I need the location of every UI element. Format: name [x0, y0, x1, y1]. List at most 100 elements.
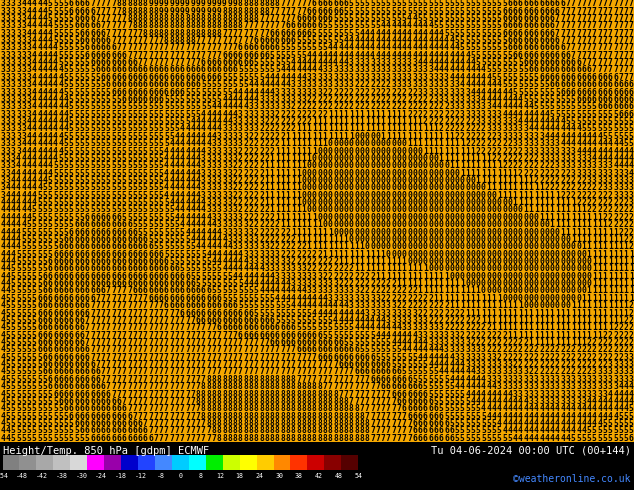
Text: 5: 5 — [206, 80, 211, 89]
Text: 5: 5 — [42, 434, 48, 443]
Text: 3: 3 — [206, 191, 211, 200]
Text: 7: 7 — [196, 345, 200, 354]
Text: 6: 6 — [158, 294, 164, 303]
Text: 5: 5 — [275, 51, 280, 60]
Text: 5: 5 — [85, 183, 89, 193]
Text: 2: 2 — [412, 95, 417, 104]
Text: 1: 1 — [597, 265, 602, 273]
Text: 3: 3 — [233, 213, 238, 222]
Text: 0: 0 — [412, 191, 417, 200]
Text: 3: 3 — [534, 132, 539, 141]
Text: 6: 6 — [534, 28, 539, 38]
Text: 2: 2 — [269, 139, 275, 148]
Text: 4: 4 — [497, 397, 501, 406]
Text: 6: 6 — [323, 14, 327, 23]
Text: 0: 0 — [344, 176, 349, 185]
Text: 3: 3 — [249, 242, 254, 251]
Text: 5: 5 — [349, 0, 354, 8]
Text: 3: 3 — [586, 375, 592, 384]
Text: 0: 0 — [481, 287, 486, 295]
Text: 5: 5 — [11, 323, 16, 332]
Text: 0: 0 — [423, 235, 428, 244]
Text: 0: 0 — [439, 235, 444, 244]
Text: 5: 5 — [27, 235, 32, 244]
Text: 4: 4 — [412, 36, 417, 45]
Text: 6: 6 — [158, 95, 164, 104]
Text: 5: 5 — [333, 14, 338, 23]
Text: 7: 7 — [243, 345, 248, 354]
Text: 6: 6 — [122, 51, 127, 60]
Text: 1: 1 — [444, 287, 449, 295]
Text: 7: 7 — [158, 368, 164, 376]
Text: 7: 7 — [122, 21, 127, 30]
Text: 5: 5 — [502, 36, 507, 45]
Text: 3: 3 — [280, 265, 285, 273]
Text: 7: 7 — [608, 36, 612, 45]
Text: 4: 4 — [27, 176, 32, 185]
Text: 6: 6 — [79, 345, 84, 354]
Text: 8: 8 — [328, 419, 333, 428]
Text: 5: 5 — [243, 66, 248, 74]
Text: 9: 9 — [206, 6, 211, 16]
Text: 7: 7 — [143, 390, 148, 398]
Text: 0: 0 — [402, 161, 406, 170]
Text: 5: 5 — [27, 323, 32, 332]
Text: 0: 0 — [476, 205, 481, 215]
Text: 7: 7 — [402, 412, 406, 421]
Text: 5: 5 — [344, 21, 349, 30]
Text: 5: 5 — [133, 139, 137, 148]
Text: 0: 0 — [370, 191, 375, 200]
Text: 7: 7 — [95, 301, 100, 310]
Text: 6: 6 — [37, 323, 42, 332]
Text: 4: 4 — [185, 213, 190, 222]
Text: 1: 1 — [328, 124, 333, 133]
Bar — [53, 455, 70, 470]
Text: 0: 0 — [434, 169, 438, 177]
Text: 5: 5 — [264, 66, 269, 74]
Text: 1: 1 — [412, 272, 417, 281]
Text: 2: 2 — [450, 309, 454, 318]
Text: 4: 4 — [534, 412, 539, 421]
Text: 3: 3 — [11, 147, 16, 155]
Text: 5: 5 — [133, 147, 137, 155]
Text: 6: 6 — [53, 257, 58, 266]
Text: 5: 5 — [106, 139, 111, 148]
Text: 6: 6 — [576, 58, 581, 67]
Text: 6: 6 — [133, 88, 137, 97]
Text: 0: 0 — [402, 227, 406, 237]
Text: 6: 6 — [169, 66, 174, 74]
Text: 1: 1 — [296, 154, 301, 163]
Text: 0: 0 — [370, 198, 375, 207]
Text: 6: 6 — [69, 382, 74, 391]
Text: 1: 1 — [545, 213, 549, 222]
Text: 1: 1 — [418, 287, 422, 295]
Text: 3: 3 — [439, 80, 444, 89]
Text: 0: 0 — [586, 272, 592, 281]
Text: 4: 4 — [37, 117, 42, 126]
Text: 6: 6 — [513, 51, 517, 60]
Text: 8: 8 — [317, 382, 322, 391]
Text: 5: 5 — [48, 242, 53, 251]
Text: 4: 4 — [539, 124, 544, 133]
Text: 2: 2 — [317, 110, 322, 119]
Text: 5: 5 — [174, 102, 179, 111]
Text: 5: 5 — [301, 44, 306, 52]
Text: 2: 2 — [592, 183, 597, 193]
Text: 8: 8 — [269, 426, 275, 436]
Text: 2: 2 — [624, 205, 628, 215]
Text: 1: 1 — [592, 294, 597, 303]
Text: 8: 8 — [307, 426, 311, 436]
Text: 1: 1 — [534, 323, 539, 332]
Text: 0: 0 — [375, 176, 380, 185]
Text: 4: 4 — [190, 235, 195, 244]
Text: 5: 5 — [481, 0, 486, 8]
Text: 2: 2 — [391, 95, 396, 104]
Text: 0: 0 — [497, 235, 501, 244]
Text: 1: 1 — [560, 213, 565, 222]
Text: 0: 0 — [460, 227, 465, 237]
Text: 5: 5 — [106, 205, 111, 215]
Text: 3: 3 — [312, 80, 317, 89]
Text: 6: 6 — [233, 309, 238, 318]
Text: 0: 0 — [507, 272, 512, 281]
Text: 4: 4 — [534, 426, 539, 436]
